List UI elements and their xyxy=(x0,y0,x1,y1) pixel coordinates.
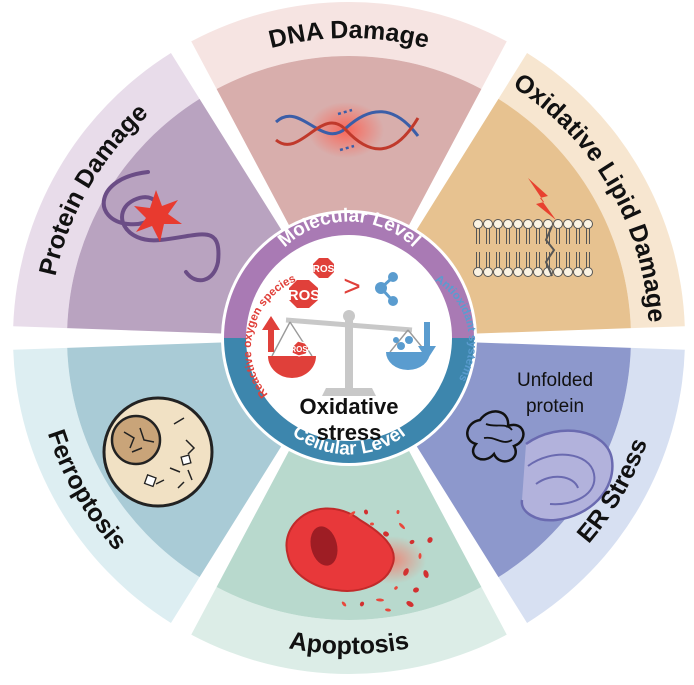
dna-strand-red xyxy=(275,117,420,151)
er-stress-illustration: Unfolded protein xyxy=(466,370,614,522)
antioxidant-pan xyxy=(386,352,430,370)
apoptosis-illustration xyxy=(285,507,433,612)
debris xyxy=(143,474,157,488)
apoptotic-body xyxy=(359,601,365,607)
ferroptosis-illustration xyxy=(102,396,214,508)
apoptotic-body xyxy=(427,537,433,543)
ros-badge-large xyxy=(289,280,318,308)
ros-increase-arrow-icon xyxy=(262,316,280,352)
apoptosis-outer-band xyxy=(191,586,507,674)
apoptotic-body xyxy=(423,570,429,578)
unfolded-protein-label-line2: protein xyxy=(526,396,584,417)
pan-molecule-icon xyxy=(393,336,413,350)
er-stress-wedge xyxy=(416,342,631,578)
protein-damage-illustration xyxy=(101,170,221,283)
nucleus-cracks xyxy=(123,427,155,453)
dna-break xyxy=(337,108,355,152)
antioxidant-molecule-icon xyxy=(375,272,398,306)
ferroptosis-outer-band xyxy=(13,347,200,623)
apoptotic-body xyxy=(394,586,398,590)
scale-base xyxy=(322,388,376,396)
oxidative-stress-title-line2: stress xyxy=(317,420,382,445)
apoptotic-bodies xyxy=(341,509,433,612)
apoptotic-body xyxy=(403,568,409,576)
scale-strings xyxy=(271,321,427,357)
comparison-sign: > xyxy=(343,270,361,303)
apoptosis-label: Apoptosis xyxy=(287,627,411,661)
oxidative-stress-title-line1: Oxidative xyxy=(299,394,398,419)
apoptotic-body xyxy=(348,511,356,517)
ros-pan xyxy=(268,356,316,378)
unfolded-protein-label: Unfolded xyxy=(517,370,593,391)
endoplasmic-reticulum xyxy=(520,429,614,522)
lipid-fragments xyxy=(155,417,196,489)
lipid-bilayer-illustration xyxy=(473,219,593,277)
debris xyxy=(180,454,192,466)
antioxidant-decrease-arrow-icon xyxy=(418,322,436,360)
protein-damage-wedge xyxy=(67,98,282,334)
damage-star-icon xyxy=(134,190,182,242)
condensed-nucleus xyxy=(310,526,338,566)
apoptotic-body xyxy=(376,598,384,602)
scale-beam xyxy=(285,317,413,333)
scale-pillar xyxy=(345,316,353,394)
lipid-damage-marks xyxy=(528,178,556,277)
apoptotic-body xyxy=(409,539,415,545)
unfolded-protein-icon xyxy=(466,410,525,463)
apoptotic-body xyxy=(418,553,422,559)
apoptotic-body xyxy=(363,509,369,515)
ros-badge-small-text: ROS xyxy=(290,345,308,354)
ros-badge-large-text: ROS xyxy=(288,287,321,304)
apoptotic-body xyxy=(370,522,374,526)
apoptotic-body xyxy=(341,601,347,607)
dna-damage-outer-band xyxy=(191,2,507,90)
protein-chain xyxy=(101,170,221,283)
apoptotic-body xyxy=(396,510,400,514)
lightning-icon xyxy=(528,178,556,220)
ros-badge-small xyxy=(291,340,310,357)
nucleus xyxy=(110,414,162,466)
dna-damage-illustration xyxy=(274,102,420,158)
scale-pivot xyxy=(343,310,355,322)
tangle xyxy=(483,423,513,443)
membrane-crack xyxy=(544,225,556,277)
apoptotic-body xyxy=(399,522,405,530)
oxidative-lipid-damage-outer-band xyxy=(498,53,685,329)
apoptotic-body xyxy=(406,601,414,607)
apoptotic-body xyxy=(413,587,419,593)
ros-badge-medium xyxy=(313,258,334,278)
apoptotic-body xyxy=(383,531,389,537)
ros-badge-medium-text: ROS xyxy=(313,264,335,275)
apoptotic-body xyxy=(385,608,391,612)
apoptotic-cell xyxy=(285,507,395,592)
